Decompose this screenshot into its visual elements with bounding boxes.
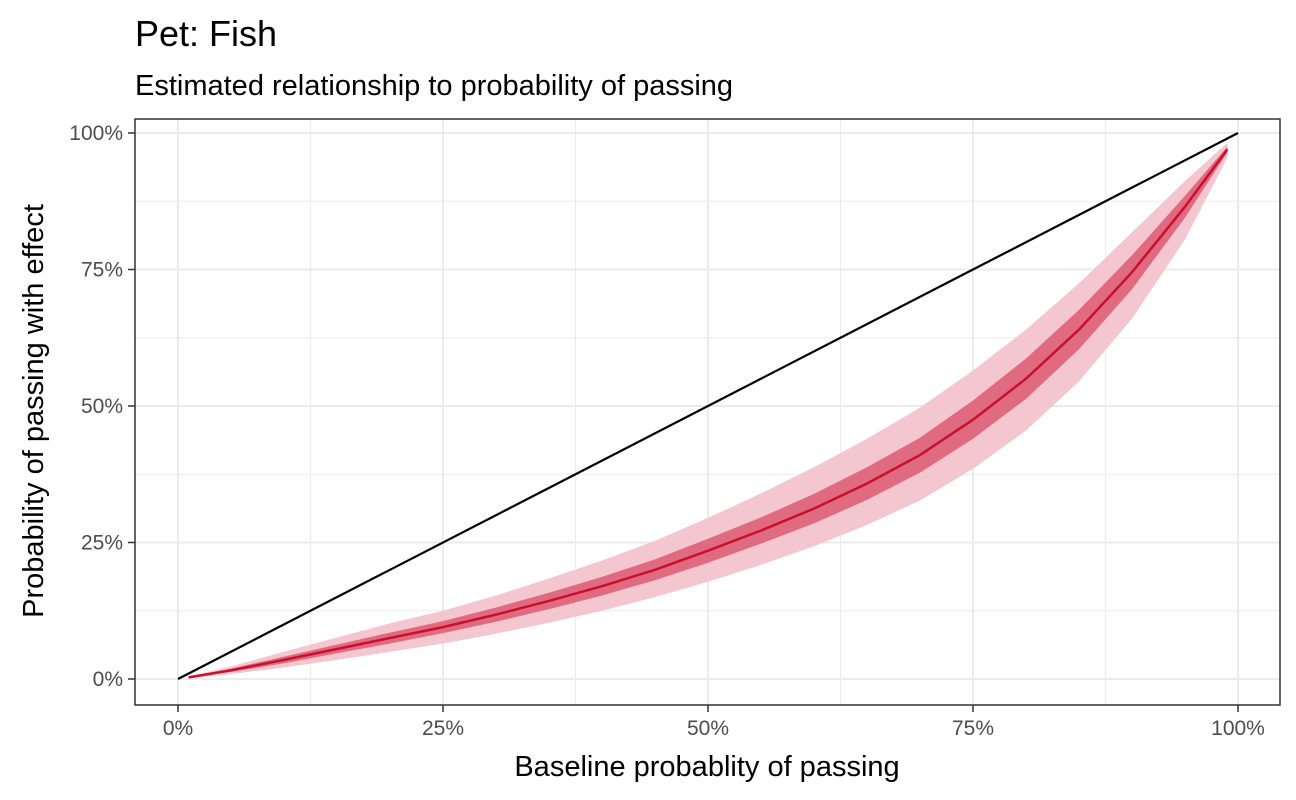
y-tick-label: 75% [81,259,123,282]
y-tick-label: 50% [81,395,123,418]
x-axis: 0% 25% 50% 75% 100% [163,705,1265,740]
x-tick-label: 0% [163,717,193,740]
outer-uncertainty-band [188,142,1228,679]
x-axis-title: Baseline probablity of passing [514,751,899,783]
reference-line [177,132,1239,680]
uncertainty-bands [188,142,1228,679]
x-tick-label: 100% [1211,717,1265,740]
series-lines [177,132,1239,680]
x-tick-label: 50% [687,717,729,740]
y-axis-title: Probability of passing with effect [18,204,50,618]
y-tick-label: 0% [93,668,123,691]
plot-panel [134,118,1281,706]
y-axis: 0% 25% 50% 75% 100% [69,122,135,691]
chart-subtitle: Estimated relationship to probability of… [135,70,733,102]
y-tick-label: 100% [69,122,123,145]
estimate-line [188,148,1229,679]
y-tick-label: 25% [81,532,123,555]
chart-title: Pet: Fish [135,13,277,54]
x-tick-label: 75% [952,717,994,740]
x-tick-label: 25% [422,717,464,740]
